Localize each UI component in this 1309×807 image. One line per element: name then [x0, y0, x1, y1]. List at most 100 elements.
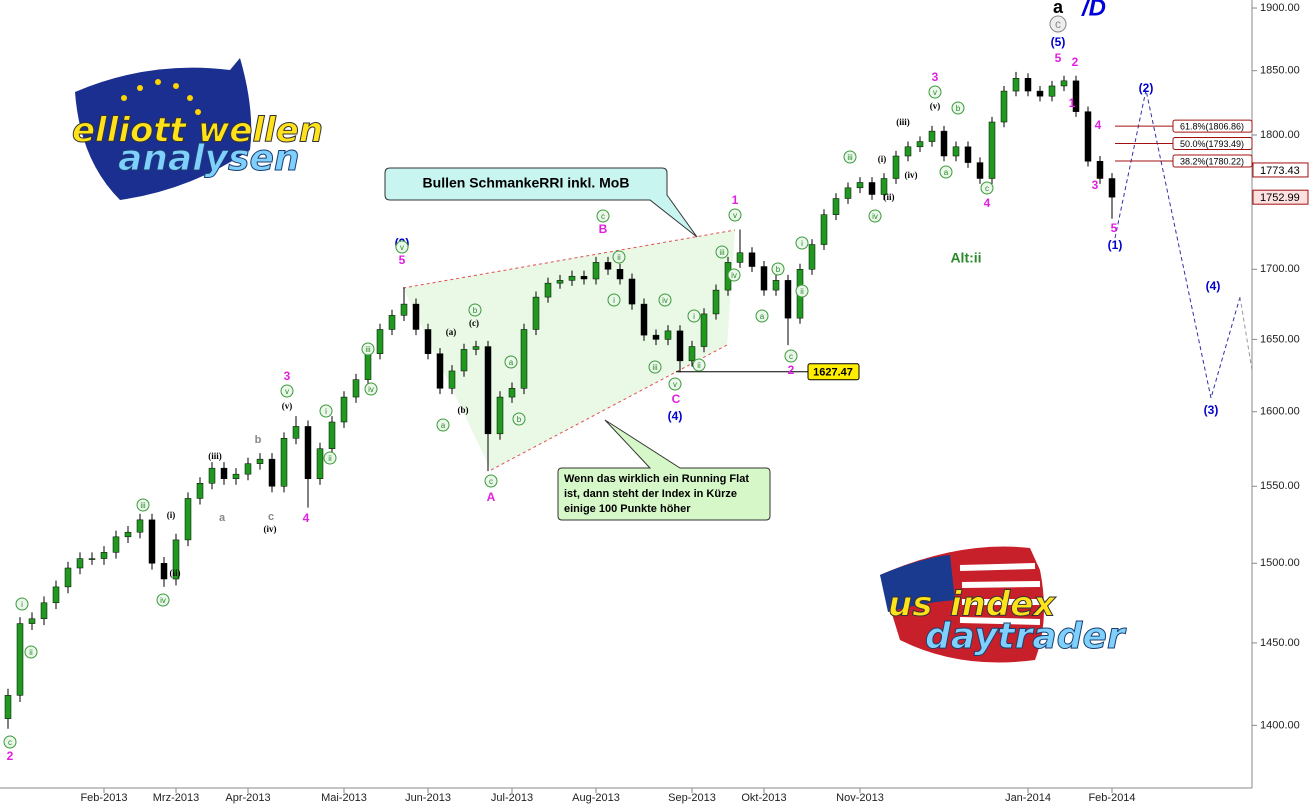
wave-circle	[3, 735, 17, 749]
wave-label: 1	[732, 193, 739, 207]
wave-circle	[1049, 15, 1067, 33]
wave-label: (a)	[446, 327, 457, 337]
candle-body	[640, 303, 648, 336]
candle-body	[712, 289, 720, 315]
y-tick-label: 1650.00	[1260, 333, 1300, 345]
candle-body	[592, 262, 600, 280]
price-tag-label: 1773.43	[1260, 165, 1300, 177]
wave-circle	[596, 209, 610, 223]
wave-circle	[136, 498, 150, 512]
y-tick-label: 1900.00	[1260, 2, 1300, 14]
wave-label: iv	[160, 596, 166, 605]
wave-label: (iv)	[905, 170, 918, 180]
y-tick-label: 1800.00	[1260, 129, 1300, 141]
wave-label: (iii)	[208, 451, 222, 461]
wave-label: i	[693, 312, 695, 321]
candle-body	[352, 379, 360, 398]
candle-body	[184, 498, 192, 541]
x-tick-label: Sep-2013	[668, 792, 716, 804]
wave-label: 3	[932, 70, 939, 84]
wave-label: 2	[788, 363, 795, 377]
candle-body	[1036, 90, 1044, 97]
wave-label: v	[933, 88, 937, 97]
wave-label: iii	[365, 345, 371, 354]
channel-line	[490, 344, 728, 471]
wave-circle	[692, 358, 706, 372]
candle-body	[268, 458, 276, 487]
wave-label: v	[733, 211, 737, 220]
candle-body	[868, 182, 876, 195]
wave-label: 5	[399, 253, 406, 267]
candle-body	[736, 252, 744, 263]
wave-label: b	[473, 306, 478, 315]
candle-body	[16, 623, 24, 696]
y-tick-label: 1400.00	[1260, 719, 1300, 731]
wave-circle	[280, 384, 294, 398]
y-tick-label: 1500.00	[1260, 557, 1300, 569]
y-tick-label: 1550.00	[1260, 480, 1300, 492]
wave-label: ii	[800, 287, 804, 296]
fib-tag	[1172, 137, 1253, 151]
candle-body	[568, 275, 576, 281]
wave-label: 2	[7, 749, 14, 763]
candle-body	[172, 539, 180, 580]
wave-label: ii	[328, 454, 332, 463]
wave-label: iii	[719, 248, 725, 257]
wave-label: iii	[652, 363, 658, 372]
candle-body	[772, 280, 780, 291]
wave-label: /D	[1081, 0, 1106, 21]
wave-label: 5	[1111, 221, 1118, 235]
candle-body	[916, 141, 924, 148]
candle-body	[1000, 90, 1008, 123]
wave-label: B	[599, 222, 608, 236]
wave-label: (3)	[1204, 403, 1219, 417]
wave-label: i	[21, 600, 23, 609]
channel-line	[402, 229, 736, 289]
candle-body	[820, 214, 828, 245]
x-tick-label: Nov-2013	[836, 792, 884, 804]
wave-circle	[395, 240, 409, 254]
support-tag	[807, 363, 860, 381]
wave-label: ii	[29, 648, 33, 657]
wave-label: b	[956, 104, 961, 113]
wave-label: a	[219, 512, 226, 524]
candle-body	[700, 313, 708, 347]
wave-circle	[319, 404, 333, 418]
wave-circle	[648, 360, 662, 374]
candle-body	[256, 458, 264, 464]
projection-line	[1239, 296, 1253, 371]
wave-label: (ii)	[884, 192, 895, 202]
wave-label: b	[255, 434, 262, 446]
candle-body	[148, 519, 156, 564]
wave-circle	[727, 268, 741, 282]
wave-label: i	[325, 407, 327, 416]
alt-label: Alt:ii	[950, 250, 981, 266]
y-tick-label: 1850.00	[1260, 65, 1300, 77]
price-tag	[1252, 189, 1309, 205]
wave-label: c	[489, 477, 493, 486]
candle-body	[64, 567, 72, 588]
wave-label: C	[672, 392, 681, 406]
wave-label: v	[673, 380, 677, 389]
candle-body	[1108, 178, 1116, 198]
x-tick-label: Jul-2013	[491, 792, 533, 804]
wave-label: (iii)	[896, 117, 910, 127]
candle-body	[1012, 78, 1020, 92]
wave-label: a	[509, 358, 514, 367]
wave-circle	[784, 349, 798, 363]
wave-label: (ii)	[170, 568, 181, 578]
wave-label: c	[789, 352, 793, 361]
wave-label: iv	[731, 271, 737, 280]
wave-label: (i)	[167, 510, 176, 520]
x-tick-label: Feb-2013	[80, 792, 127, 804]
candle-body	[1084, 111, 1092, 162]
wave-label: c	[601, 212, 605, 221]
wave-label: (iv)	[264, 524, 277, 534]
fib-label: 61.8%(1806.86)	[1180, 121, 1244, 131]
candle-body	[532, 296, 540, 330]
candle-body	[4, 695, 12, 719]
candle-body	[652, 334, 660, 340]
logo-left: elliott wellen analysen	[72, 58, 324, 200]
wave-circle	[795, 236, 809, 250]
wave-label: c	[1055, 17, 1061, 31]
